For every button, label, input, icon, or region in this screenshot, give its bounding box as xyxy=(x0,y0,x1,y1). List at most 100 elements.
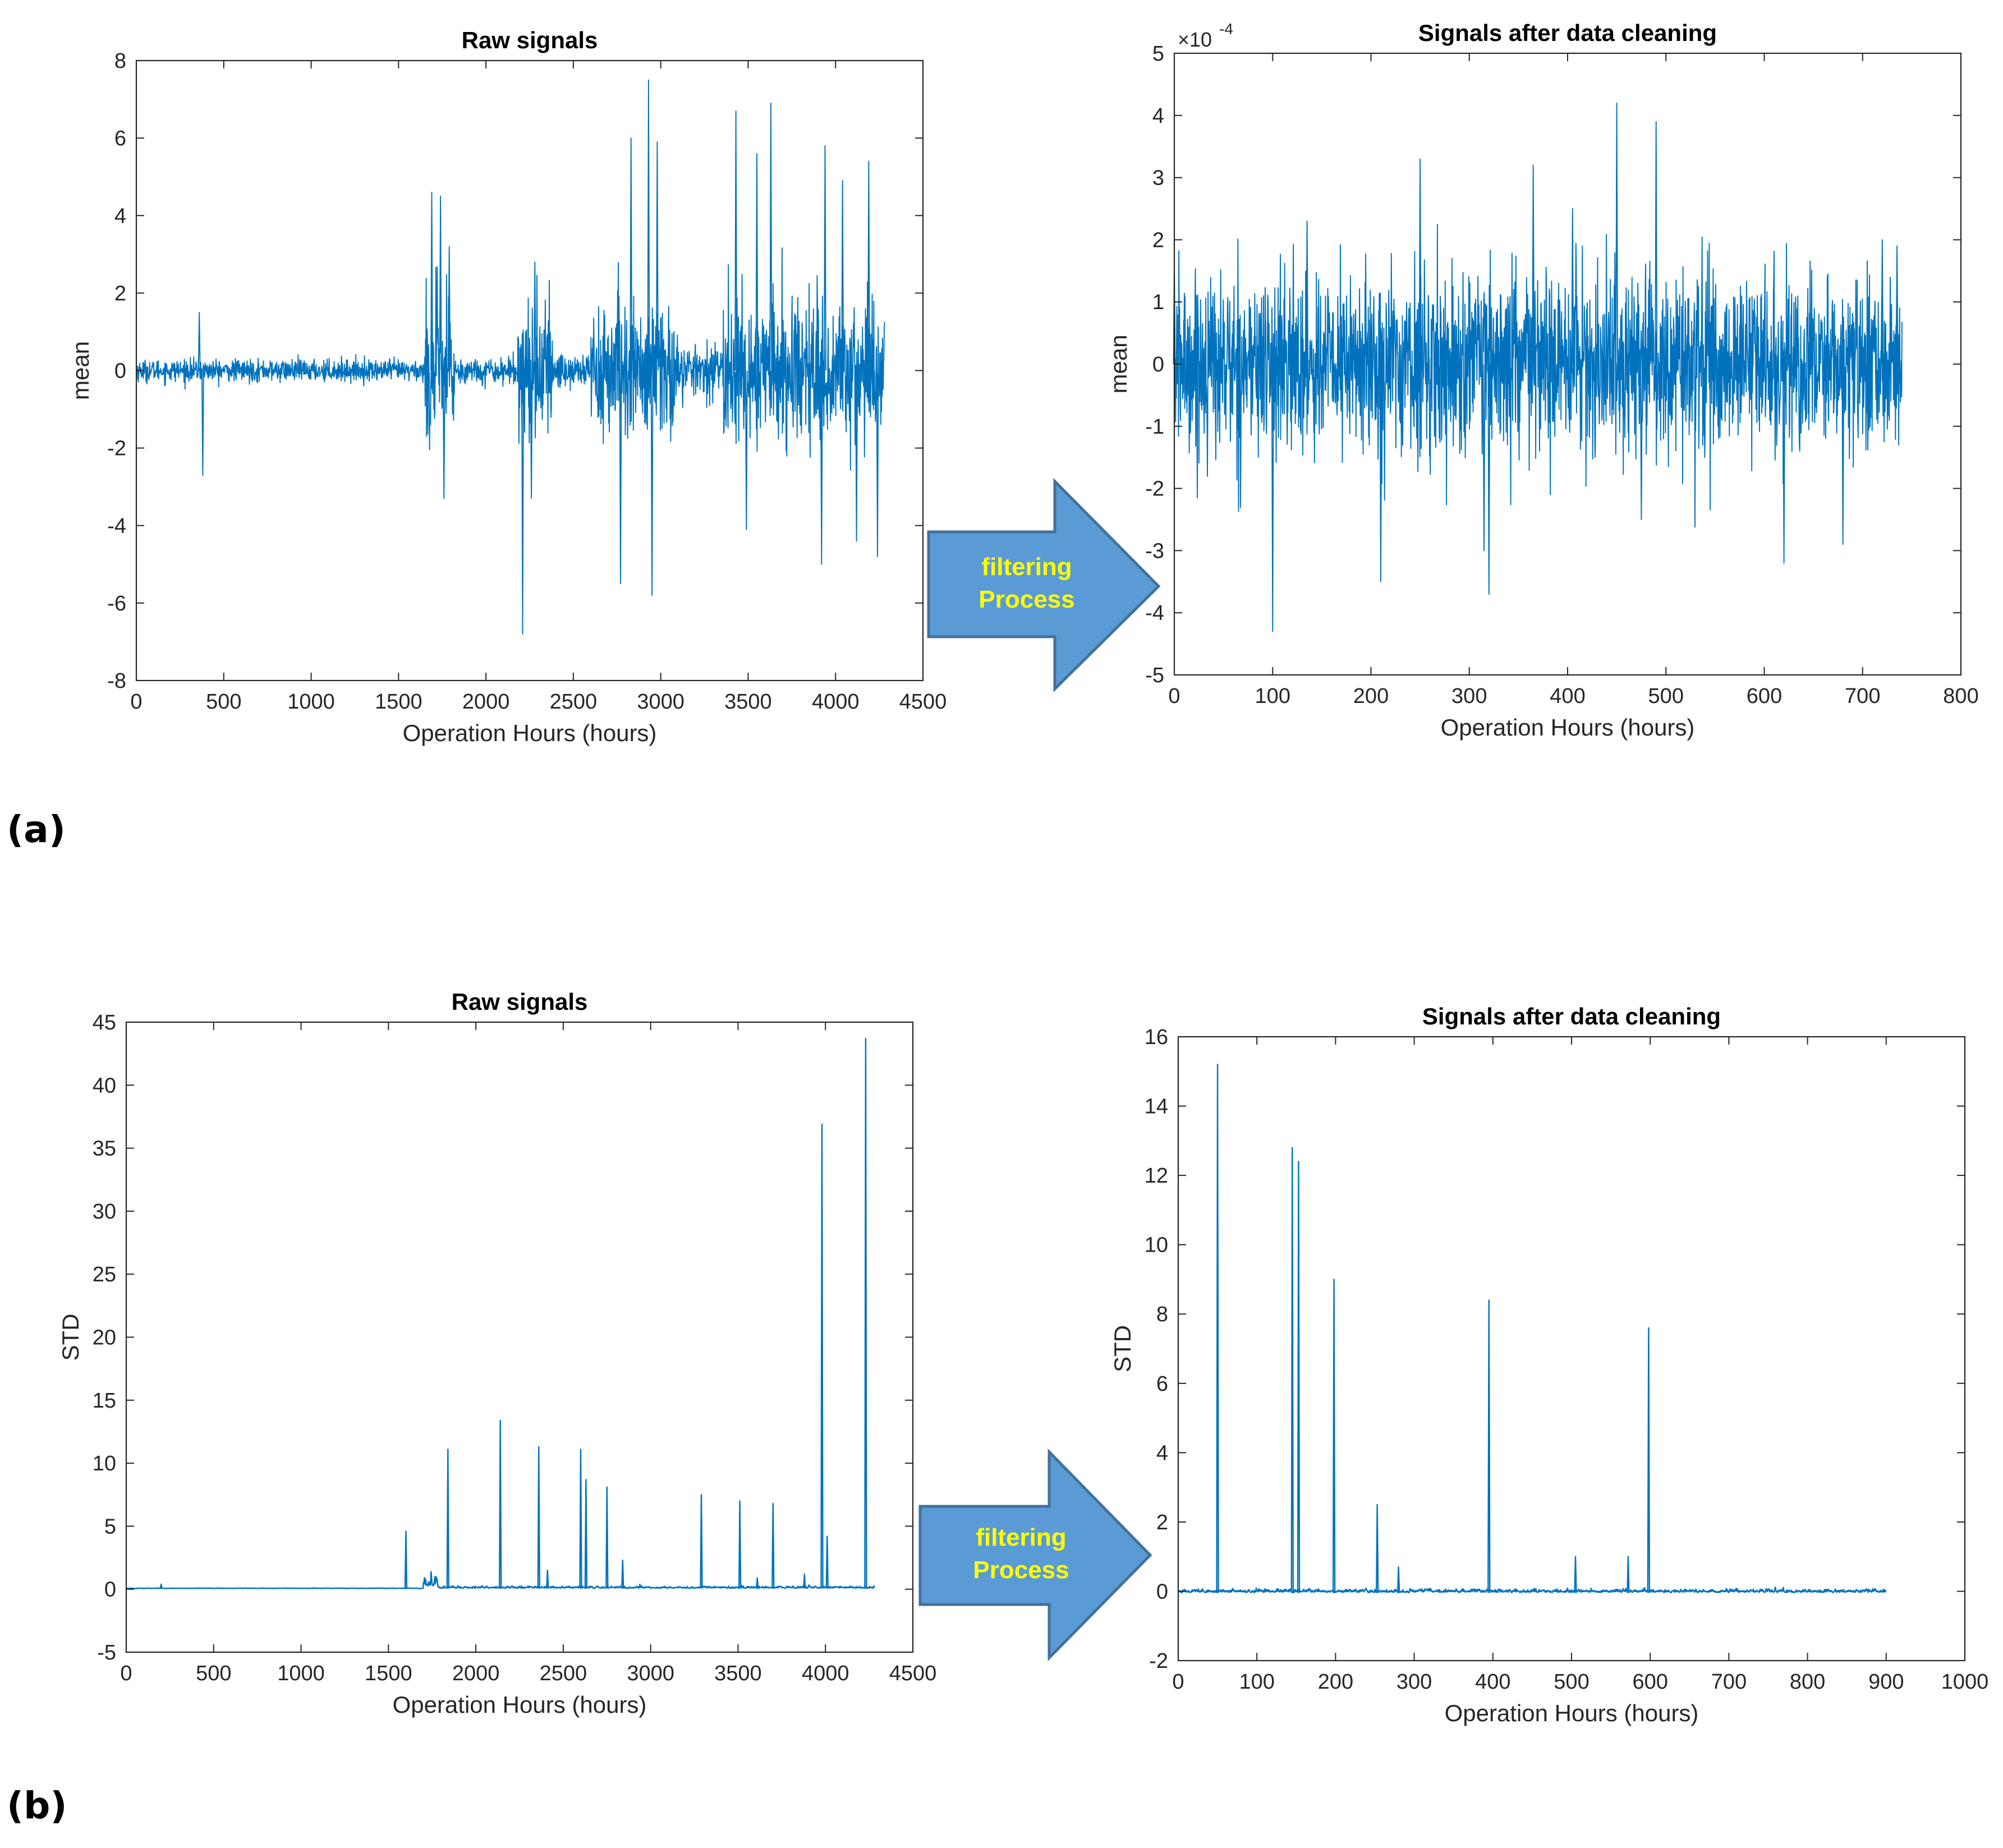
x-tick-label: 400 xyxy=(1475,1670,1510,1694)
y-tick-label: 0 xyxy=(114,360,126,383)
x-axis-label: Operation Hours (hours) xyxy=(1441,714,1695,741)
x-tick-label: 3000 xyxy=(627,1662,674,1685)
y-tick-label: 16 xyxy=(1145,1026,1168,1049)
x-tick-label: 4500 xyxy=(889,1662,937,1685)
axis-exponent-power: -4 xyxy=(1219,20,1233,38)
x-tick-label: 0 xyxy=(1168,684,1180,708)
y-tick-label: -4 xyxy=(1145,601,1164,625)
x-tick-label: 200 xyxy=(1353,684,1389,708)
x-tick-label: 700 xyxy=(1845,684,1880,708)
filtering-arrow-a xyxy=(927,477,1161,692)
chart-title: Raw signals xyxy=(452,989,588,1015)
filtering-arrow-b xyxy=(918,1448,1152,1662)
chart-a-raw: 0 500 1000 1500 2000 2500 3000 3500 4000 4500 -8 -6… xyxy=(67,27,947,746)
x-tick-label: 100 xyxy=(1239,1670,1274,1694)
x-tick-label: 0 xyxy=(130,690,142,714)
y-tick-label: 30 xyxy=(93,1200,116,1224)
y-tick-label: 6 xyxy=(114,127,126,150)
x-axis-label: Operation Hours (hours) xyxy=(393,1691,647,1718)
x-tick-label: 800 xyxy=(1790,1670,1825,1694)
x-tick-label: 2500 xyxy=(540,1662,587,1685)
x-tick-label: 200 xyxy=(1318,1670,1353,1694)
y-tick-label: 4 xyxy=(114,204,126,228)
y-axis-label: mean xyxy=(1105,334,1132,393)
y-tick-label: -8 xyxy=(107,669,126,693)
x-tick-label: 4000 xyxy=(812,690,860,714)
x-tick-label: 1000 xyxy=(277,1662,325,1685)
y-tick-label: -5 xyxy=(1145,664,1164,687)
chart-a-clean: 0 100 200 300 400 500 600 700 800 -5 -4 -3 -2 -1 0 1 2 3 4… xyxy=(1105,20,1979,741)
chart-title: Signals after data cleaning xyxy=(1422,1003,1721,1029)
y-tick-label: 45 xyxy=(93,1011,116,1035)
x-tick-label: 2000 xyxy=(462,690,510,714)
x-tick-label: 300 xyxy=(1396,1670,1432,1694)
plot-area xyxy=(1178,1037,1965,1661)
chart-title: Raw signals xyxy=(462,27,598,53)
x-tick-label: 3000 xyxy=(637,690,684,714)
y-tick-label: 35 xyxy=(93,1137,116,1161)
y-tick-label: 40 xyxy=(93,1074,116,1097)
x-tick-label: 700 xyxy=(1711,1670,1747,1694)
arrow-b-label: filtering Process xyxy=(954,1521,1088,1587)
y-tick-label: 0 xyxy=(1152,353,1164,376)
y-tick-label: -2 xyxy=(1149,1649,1168,1673)
y-tick-label: 8 xyxy=(114,49,126,73)
y-tick-label: -3 xyxy=(1145,539,1164,563)
chart-b-clean: 0 100 200 300 400 500 600 700 800 900 1000-2024681… xyxy=(1109,1003,1988,1726)
y-tick-label: 10 xyxy=(93,1452,116,1475)
x-tick-label: 4000 xyxy=(802,1662,849,1685)
x-tick-label: 500 xyxy=(206,690,241,714)
panel-b-label: (b) xyxy=(7,1784,67,1827)
data-series-line xyxy=(136,79,885,635)
arrow-a-label: filtering Process xyxy=(959,551,1094,616)
x-tick-label: 400 xyxy=(1550,684,1585,708)
y-tick-label: -4 xyxy=(107,514,126,538)
x-tick-label: 4500 xyxy=(899,690,947,714)
x-tick-label: 600 xyxy=(1747,684,1782,708)
x-tick-label: 800 xyxy=(1943,684,1978,708)
x-tick-label: 2000 xyxy=(452,1662,500,1685)
x-tick-label: 2500 xyxy=(550,690,598,714)
y-axis-label: STD xyxy=(57,1314,84,1361)
y-tick-label: -5 xyxy=(97,1641,116,1665)
y-tick-label: 8 xyxy=(1156,1303,1168,1326)
x-tick-label: 1000 xyxy=(1941,1670,1989,1694)
y-tick-label: 14 xyxy=(1145,1095,1168,1119)
x-tick-label: 300 xyxy=(1451,684,1487,708)
panel-a-label: (a) xyxy=(7,808,66,851)
arrow-b-line2: Process xyxy=(973,1556,1069,1584)
y-axis-label: STD xyxy=(1109,1325,1136,1372)
y-tick-label: 2 xyxy=(114,282,126,305)
y-axis-label: mean xyxy=(67,341,94,400)
y-tick-label: 5 xyxy=(1152,42,1164,66)
y-tick-label: 1 xyxy=(1152,291,1164,314)
y-tick-label: 0 xyxy=(104,1578,116,1602)
y-tick-label: 6 xyxy=(1156,1372,1168,1396)
y-tick-label: -1 xyxy=(1145,415,1164,439)
chart-title: Signals after data cleaning xyxy=(1418,20,1717,46)
x-tick-label: 500 xyxy=(1554,1670,1589,1694)
arrow-a-line1: filtering xyxy=(981,553,1072,581)
x-tick-label: 3500 xyxy=(724,690,772,714)
y-tick-label: 15 xyxy=(93,1389,116,1413)
y-tick-label: 2 xyxy=(1152,228,1164,252)
y-tick-label: 20 xyxy=(93,1326,116,1350)
y-tick-label: 4 xyxy=(1156,1441,1168,1465)
data-series-line xyxy=(1178,1064,1887,1594)
plot-area xyxy=(126,1022,913,1652)
y-tick-label: -2 xyxy=(107,437,126,461)
y-tick-label: 4 xyxy=(1152,104,1164,128)
x-axis-label: Operation Hours (hours) xyxy=(1445,1700,1699,1726)
chart-b-raw: 0 500 1000 1500 2000 2500 3000 3500 4000 4500-505… xyxy=(57,989,936,1718)
x-tick-label: 900 xyxy=(1868,1670,1904,1694)
x-tick-label: 0 xyxy=(120,1662,132,1685)
y-tick-label: 10 xyxy=(1145,1234,1168,1257)
axis-exponent: ×10 xyxy=(1178,28,1212,51)
x-tick-label: 600 xyxy=(1632,1670,1667,1694)
arrow-b-line1: filtering xyxy=(976,1524,1067,1551)
y-tick-label: 12 xyxy=(1145,1164,1168,1188)
x-tick-label: 1500 xyxy=(365,1662,412,1685)
y-tick-label: 5 xyxy=(104,1515,116,1538)
x-tick-label: 100 xyxy=(1255,684,1290,708)
